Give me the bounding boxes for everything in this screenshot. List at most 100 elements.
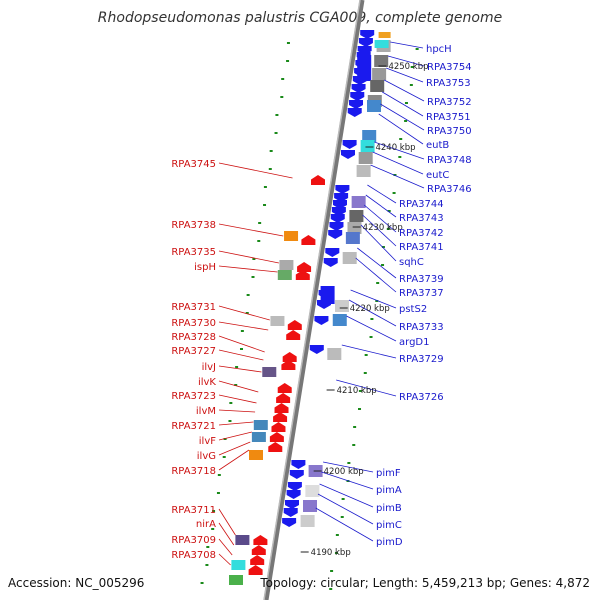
forward-gene <box>282 352 297 362</box>
scale-label: 4210 kbp <box>337 386 377 396</box>
reverse-gene <box>283 508 298 517</box>
reverse-gene <box>350 92 365 101</box>
gc-dot <box>263 204 267 206</box>
gc-dot <box>410 66 414 68</box>
left-gene-label: RPA3721 <box>171 421 216 432</box>
feature-box <box>372 68 387 80</box>
right-gene-labels: hpcH RPA3754 RPA3753 RPA3752 RPA3751 RPA3750 e… <box>376 44 472 548</box>
gc-dot <box>275 114 279 116</box>
gc-dot <box>274 132 278 134</box>
genome-summary: Topology: circular; Length: 5,459,213 bp… <box>260 576 590 590</box>
feature-box <box>374 55 389 67</box>
right-connector <box>323 461 374 473</box>
right-gene-label: pstS2 <box>399 304 427 315</box>
feature-box <box>249 450 263 460</box>
right-gene-label: pimD <box>376 537 403 548</box>
feature-box <box>358 152 373 164</box>
right-gene-label: sqhC <box>399 257 424 268</box>
forward-gene <box>274 403 289 413</box>
gc-dot <box>239 348 243 350</box>
gc-dot <box>269 150 273 152</box>
map-title: Rhodopseudomonas palustris CGA009, compl… <box>97 10 503 26</box>
forward-gene <box>311 175 325 185</box>
feature-box <box>253 420 268 430</box>
gc-dot <box>281 78 285 80</box>
left-connector <box>218 441 251 456</box>
left-connector <box>218 380 259 393</box>
gc-dot <box>404 120 408 122</box>
scale-ticks: 4250 kbp 4240 kbp 4230 kbp 4220 kbp 4210 kbp… <box>300 62 429 558</box>
gc-dot <box>358 390 362 392</box>
feature-box <box>362 130 377 142</box>
right-connector <box>370 164 425 189</box>
feature-box <box>262 367 277 377</box>
reverse-gene <box>328 230 343 239</box>
feature-box <box>342 252 357 264</box>
right-gene-label: RPA3742 <box>399 228 444 239</box>
left-gene-label: RPA3711 <box>171 505 216 516</box>
gc-dot <box>393 174 397 176</box>
gc-dot <box>398 156 402 158</box>
label-connectors <box>218 41 425 566</box>
gc-dot <box>229 402 233 404</box>
reverse-gene <box>333 200 347 209</box>
gc-dot <box>415 48 419 50</box>
forward-gene <box>273 412 288 422</box>
right-gene-label: RPA3737 <box>399 288 444 299</box>
right-gene-label: RPA3751 <box>426 112 471 123</box>
scale-label: 4230 kbp <box>363 223 403 233</box>
right-connector <box>357 247 397 279</box>
reverse-gene <box>282 518 297 527</box>
gc-dot <box>217 474 221 476</box>
right-connector <box>317 493 374 525</box>
left-gene-labels: RPA3745 RPA3738 RPA3735 ispH RPA3731 RPA3730 R… <box>171 159 216 561</box>
left-gene-label: RPA3738 <box>171 220 216 231</box>
right-connector <box>336 379 397 397</box>
gc-dot <box>206 546 210 548</box>
gc-dot <box>258 222 262 224</box>
feature-box <box>231 560 246 570</box>
reverse-gene <box>291 460 306 469</box>
left-gene-label: RPA3735 <box>171 247 216 258</box>
gc-dot <box>376 282 380 284</box>
reverse-gene <box>309 345 324 354</box>
gc-dot <box>257 240 261 242</box>
gc-dot <box>334 552 338 554</box>
right-connector <box>363 204 397 233</box>
gc-dot <box>245 312 249 314</box>
feature-box <box>251 432 266 442</box>
right-connector <box>380 103 425 131</box>
reverse-gene <box>349 100 363 109</box>
gc-dot <box>375 300 379 302</box>
forward-gene <box>281 360 296 370</box>
left-connector <box>218 250 279 264</box>
forward-gene <box>253 535 268 545</box>
left-connector <box>218 421 254 426</box>
forward-gene <box>287 320 302 330</box>
gc-dot <box>335 534 339 536</box>
gc-dot <box>353 426 357 428</box>
right-gene-label: RPA3739 <box>399 274 444 285</box>
right-connector <box>385 67 424 83</box>
right-gene-label: pimC <box>376 520 402 531</box>
left-connector <box>218 349 264 361</box>
feature-box <box>347 222 362 234</box>
forward-gene <box>251 545 266 555</box>
reverse-gene <box>314 316 329 325</box>
reverse-gene <box>286 490 301 499</box>
forward-gene <box>250 555 265 565</box>
gene-features <box>229 30 391 585</box>
forward-gene <box>301 235 316 245</box>
left-gene-label: RPA3718 <box>171 466 216 477</box>
reverse-gene-block <box>320 286 335 304</box>
reverse-gene <box>335 185 350 194</box>
reverse-gene <box>331 207 346 216</box>
right-gene-label: RPA3748 <box>427 155 472 166</box>
right-gene-label: RPA3753 <box>426 78 471 89</box>
reverse-gene <box>330 214 345 223</box>
feature-box <box>345 232 360 244</box>
right-connector <box>378 113 424 145</box>
feature-box <box>349 210 364 222</box>
left-gene-label: ilvJ <box>202 362 216 373</box>
